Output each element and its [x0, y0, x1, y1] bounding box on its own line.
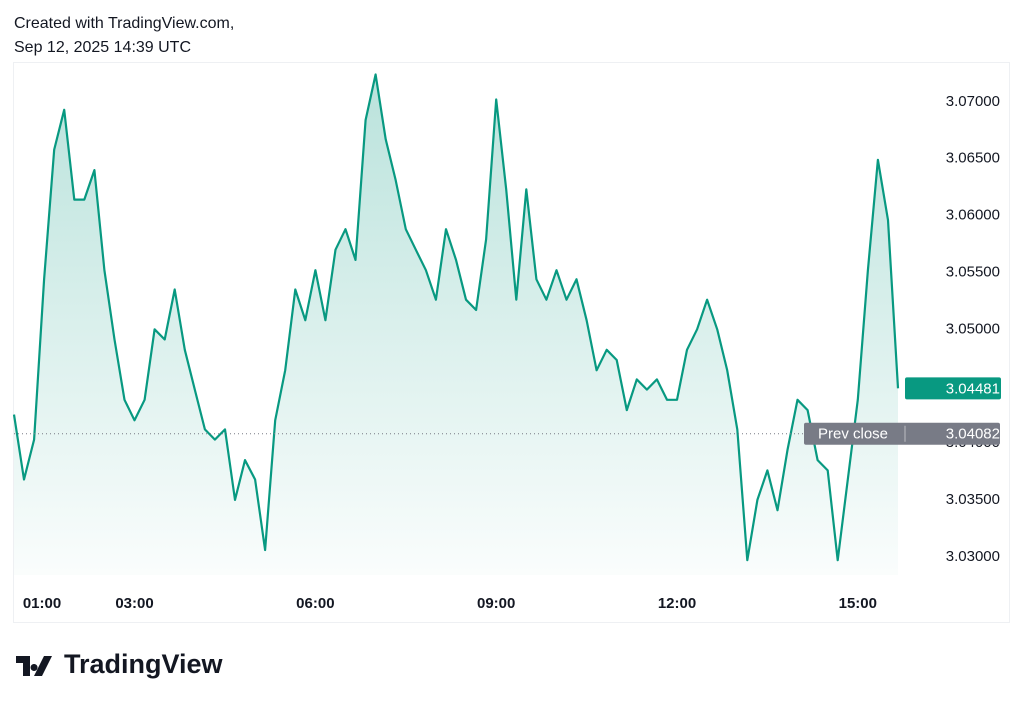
last-price-badge — [905, 377, 1001, 400]
created-text: Created with TradingView.com, — [14, 15, 234, 32]
y-tick-label: 3.06500 — [946, 150, 1000, 167]
y-tick-label: 3.03000 — [946, 548, 1000, 565]
price-line — [12, 73, 900, 562]
prev-close-value: 3.04082 — [946, 426, 1000, 443]
timestamp: Sep 12, 2025 14:39 UTC — [14, 39, 191, 56]
x-tick-label: 03:00 — [115, 595, 153, 612]
y-tick-label: 3.07000 — [946, 93, 1000, 110]
chart-frame — [13, 62, 1010, 623]
logo-text: TradingView — [64, 649, 224, 679]
last-price-label: 3.04481 — [946, 380, 1000, 397]
y-tick-label: 3.05000 — [946, 320, 1000, 337]
x-tick-label: 12:00 — [658, 595, 696, 612]
prev-close-label: Prev close — [818, 426, 888, 443]
y-tick-label: 3.05500 — [946, 263, 1000, 280]
y-tick-label: 3.06000 — [946, 207, 1000, 224]
y-tick-label: 3.03500 — [946, 491, 1000, 508]
area-fill — [14, 74, 898, 575]
logo: TradingView — [16, 649, 224, 679]
prev-close-badge — [804, 422, 1000, 445]
x-tick-label: 15:00 — [839, 595, 877, 612]
x-tick-label: 06:00 — [296, 595, 334, 612]
x-tick-label: 09:00 — [477, 595, 515, 612]
x-tick-label: 01:00 — [23, 595, 61, 612]
